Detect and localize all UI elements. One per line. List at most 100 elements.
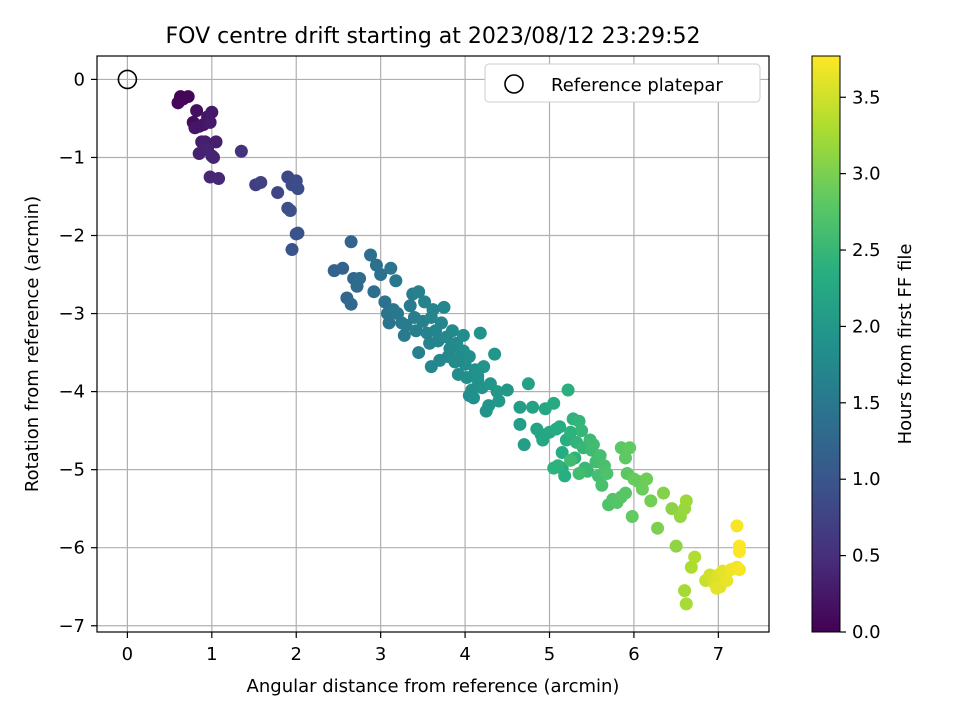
data-point: [575, 424, 589, 438]
colorbar: [811, 55, 841, 633]
data-point: [555, 445, 569, 459]
data-point: [384, 261, 398, 275]
data-point: [450, 353, 464, 367]
colorbar-tick-label: 3.5: [852, 87, 881, 108]
data-point: [482, 399, 496, 413]
x-tick-label: 5: [544, 644, 555, 665]
x-tick-label: 3: [375, 644, 386, 665]
data-point: [684, 560, 698, 574]
data-point: [669, 539, 683, 553]
data-point: [517, 438, 531, 452]
data-point: [254, 175, 268, 189]
x-tick-label: 7: [713, 644, 724, 665]
data-point: [409, 324, 423, 338]
colorbar-tick-label: 0.0: [852, 622, 881, 643]
data-point: [283, 204, 297, 218]
data-point: [434, 316, 448, 330]
data-point: [336, 261, 350, 275]
data-point: [462, 389, 476, 403]
x-tick-label: 4: [459, 644, 470, 665]
legend-label: Reference platepar: [551, 75, 723, 96]
data-point: [344, 235, 358, 249]
data-point: [367, 285, 381, 299]
legend-box: [484, 63, 761, 103]
data-point: [473, 326, 487, 340]
reference-platepar-marker: [117, 69, 138, 90]
data-point: [212, 172, 226, 186]
data-point: [344, 297, 358, 311]
data-point: [665, 502, 679, 516]
legend-marker-icon: [504, 74, 524, 94]
data-point: [688, 550, 702, 564]
data-point: [389, 274, 403, 288]
data-point: [635, 482, 649, 496]
x-tick-label: 0: [122, 644, 133, 665]
y-tick-label: −4: [58, 382, 85, 403]
data-point: [623, 441, 637, 455]
data-point: [547, 461, 561, 475]
data-point: [456, 328, 470, 342]
data-point: [403, 299, 417, 313]
x-tick-label: 1: [206, 644, 217, 665]
data-point: [234, 144, 248, 158]
data-point: [586, 438, 600, 452]
data-point: [412, 346, 426, 360]
data-point: [553, 420, 567, 434]
y-tick-label: −2: [58, 226, 85, 247]
data-point: [207, 150, 221, 164]
data-point: [513, 400, 527, 414]
data-point: [488, 347, 502, 361]
x-axis-label: Angular distance from reference (arcmin): [247, 676, 620, 697]
data-point: [561, 383, 575, 397]
data-point: [399, 318, 413, 332]
data-point: [593, 449, 607, 463]
data-point: [500, 383, 514, 397]
y-tick-label: −6: [58, 538, 85, 559]
legend: Reference platepar: [484, 63, 761, 103]
data-point: [460, 371, 474, 385]
data-point: [678, 584, 692, 598]
data-point: [526, 400, 540, 414]
data-point: [710, 581, 724, 595]
data-point: [203, 115, 217, 129]
data-point: [492, 394, 506, 408]
data-point: [730, 519, 744, 533]
data-point: [205, 105, 219, 119]
data-point: [374, 268, 388, 282]
data-point: [564, 453, 578, 467]
data-point: [679, 597, 693, 611]
x-tick-label: 2: [291, 644, 302, 665]
axis-ticks: 0 1 2 3 4 5 6 7 0 −1 −2 −3 −4 −5 −6 −7: [58, 69, 724, 665]
data-point: [471, 369, 485, 383]
data-point: [462, 349, 476, 363]
data-point: [418, 295, 432, 309]
data-point: [291, 226, 305, 240]
data-point: [397, 328, 411, 342]
data-point: [618, 451, 632, 465]
colorbar-ticks: 0.0 0.5 1.0 1.5 2.0 2.5 3.0 3.5: [840, 87, 881, 643]
data-point: [564, 425, 578, 439]
data-point: [558, 469, 572, 483]
data-point: [378, 295, 392, 309]
data-point: [595, 478, 609, 492]
data-point: [437, 300, 451, 314]
data-point: [640, 472, 654, 486]
data-point: [651, 521, 665, 535]
colorbar-tick-label: 3.0: [852, 164, 881, 185]
y-axis-label: Rotation from reference (arcmin): [22, 196, 43, 492]
data-point: [271, 186, 285, 200]
colorbar-tick-label: 2.5: [852, 240, 881, 261]
data-point: [291, 182, 305, 196]
data-point: [547, 396, 561, 410]
colorbar-tick-label: 1.0: [852, 469, 881, 490]
data-point: [382, 316, 396, 330]
data-point: [181, 90, 195, 104]
data-point: [572, 467, 586, 481]
data-point: [188, 121, 202, 135]
y-tick-label: −7: [58, 616, 85, 637]
data-point: [679, 494, 693, 508]
y-tick-label: −5: [58, 460, 85, 481]
data-point: [618, 486, 632, 500]
data-point: [644, 494, 658, 508]
